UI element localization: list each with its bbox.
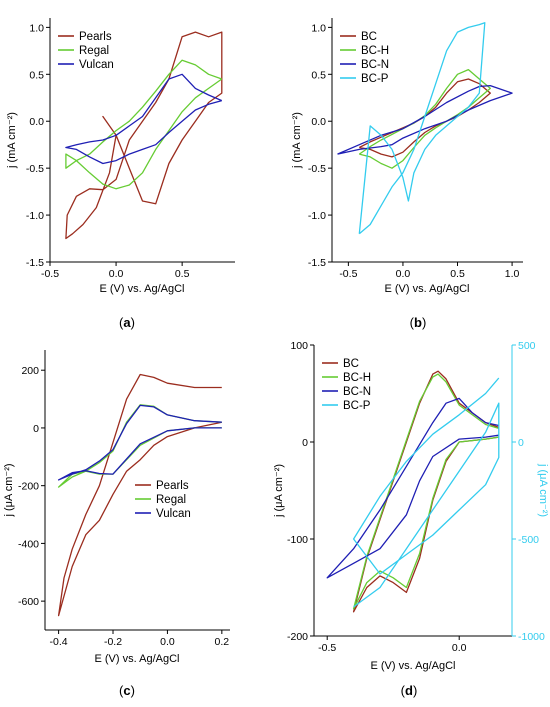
y-tick-label: 1.0 [311,22,326,34]
x-tick-label: 0.5 [175,268,190,280]
series-bc-line [359,78,491,158]
y-tick-label: 0 [33,423,39,435]
x-tick-label: -0.5 [41,268,59,280]
y2-tick-label: -500 [518,534,539,546]
y-tick-label: 100 [290,340,308,352]
y-tick-label: -1.0 [26,210,44,222]
x-tick-label: 0.0 [160,636,175,648]
series-bc-p-line [358,22,486,235]
x-tick-label: 0.0 [109,268,124,280]
y-tick-label: 0.0 [29,116,44,128]
y-axis-label: j (mA cm⁻²) [6,112,18,169]
y-tick-label: -1.0 [308,210,326,222]
y-tick-label: -1.5 [26,257,44,269]
legend-label: Pearls [79,31,112,43]
x-axis-label: E (V) vs. Ag/AgCl [371,660,456,672]
panel-tag: (a) [119,315,135,330]
series-regal-line [57,404,222,488]
legend-label: Vulcan [79,59,114,71]
x-tick-label: -0.2 [104,636,122,648]
x-tick-label: -0.5 [339,268,357,280]
y-tick-label: 0.5 [29,69,44,81]
y-tick-label: -100 [287,534,308,546]
legend-label: BC-P [343,400,371,412]
y-tick-label: -1.5 [308,257,326,269]
y2-tick-label: 500 [518,340,536,352]
legend-label: BC-N [361,59,389,71]
series-pearls-line [65,31,223,240]
series-bc-n-line [326,397,499,579]
y2-tick-label: -1000 [518,631,545,643]
x-axis-label: E (V) vs. Ag/AgCl [95,653,180,665]
y-tick-label: -400 [18,538,39,550]
legend-label: Vulcan [156,508,191,520]
y-axis-label: j (μA cm⁻²) [3,463,15,517]
y-axis-label: j (μA cm⁻²) [273,464,285,518]
panel-tag: (d) [401,683,418,698]
y-tick-label: -200 [287,631,308,643]
x-tick-label: 1.0 [505,268,520,280]
x-tick-label: 0.2 [215,636,230,648]
x-tick-label: 0.0 [452,642,467,654]
legend-label: BC [343,358,359,370]
y-tick-label: 0.0 [311,116,326,128]
series-bc-h-line [352,373,499,610]
panel-tag: (b) [410,315,427,330]
series-bc-p-line [352,377,500,608]
legend-label: BC-N [343,386,371,398]
x-axis-label: E (V) vs. Ag/AgCl [100,283,185,295]
legend-label: Regal [79,45,109,57]
series-regal-line [65,59,223,190]
y-axis-label: j (mA cm⁻²) [291,112,303,169]
y-tick-label: 0 [302,437,308,449]
y-tick-label: -600 [18,596,39,608]
series-vulcan-line [65,73,223,165]
y-tick-label: 1.0 [29,22,44,34]
y-tick-label: 200 [21,365,39,377]
panel-b: -0.5 0.0 0.5 1.0 -1.5 -1.0 -0.5 0.0 0.5 1.0 E (V) … [291,18,523,330]
x-tick-label: 0.0 [396,268,411,280]
y2-axis-label: j (μA cm⁻²) [537,463,549,517]
legend-label: BC-P [361,73,389,85]
series-vulcan-line [57,404,222,481]
series-bc-n-line [337,84,513,155]
legend-label: Pearls [156,480,189,492]
y-tick-label: -0.5 [26,163,44,175]
x-axis-label: E (V) vs. Ag/AgCl [385,283,470,295]
y-tick-label: -0.5 [308,163,326,175]
x-tick-label: -0.4 [50,636,68,648]
legend-label: BC-H [361,45,389,57]
y2-tick-label: 0 [518,437,524,449]
y-tick-label: -200 [18,481,39,493]
x-tick-label: 0.5 [450,268,465,280]
panel-tag: (c) [119,683,135,698]
x-tick-label: -0.5 [318,642,336,654]
series-pearls-line [57,373,222,617]
y-tick-label: 0.5 [311,69,326,81]
legend-label: BC [361,31,377,43]
panel-c: -0.4 -0.2 0.0 0.2 -600 -400 -200 0 200 E (V) vs. … [3,350,230,698]
panel-a: -0.5 0.0 0.5 -1.5 -1.0 -0.5 0.0 0.5 1.0 E (V) vs.… [6,18,235,330]
legend-label: BC-H [343,372,371,384]
legend-label: Regal [156,494,186,506]
